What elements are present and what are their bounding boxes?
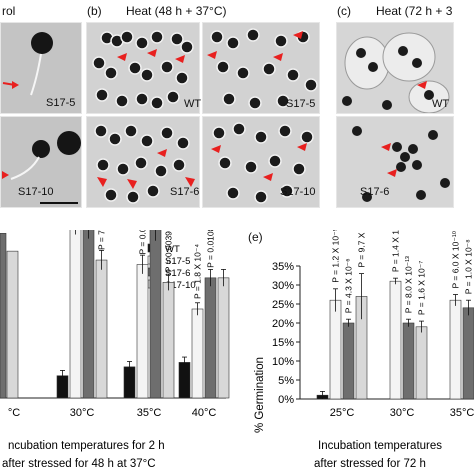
chart-e: % Germination Incubation temperatures af…	[254, 230, 474, 470]
bar-e-0-2	[342, 322, 355, 400]
legend-label-3: S17-10	[165, 280, 196, 291]
p-annotation-e-2-0: P = 6.0 X 10⁻¹⁰	[451, 230, 461, 288]
chart-d-xlabel-line2: after stressed for 48 h at 37°C	[2, 458, 156, 470]
micrograph-c-s17-6-label: S17-6	[360, 186, 390, 198]
bar-d-2-2	[149, 230, 162, 399]
panel-b-title: Heat (48 h + 37°C)	[126, 4, 227, 18]
micrograph-c-wt-label: WT	[432, 98, 450, 110]
tick-d-2: 35°C	[137, 407, 162, 419]
bar-e-0-1	[329, 299, 342, 400]
p-annotation-d-3-0: P = 1.8 X 10⁻⁴	[193, 244, 203, 299]
micrograph-a2-label: S17-10	[18, 186, 54, 198]
bar-d-1-3	[95, 259, 108, 399]
ytick-label-e-0: 0%	[278, 394, 294, 406]
ytick-label-e-1: 5%	[278, 375, 294, 387]
tick-e-0: 25°C	[330, 407, 355, 419]
bar-d-3-3	[217, 277, 230, 399]
chart-e-xlabel-line2: after stressed for 72 h	[314, 458, 426, 470]
micrograph-b-s17-10-label: S17-10	[280, 186, 316, 198]
p-annotation-e-1-0: P = 1.4 X 10⁻¹¹	[391, 230, 401, 272]
micrograph-b-wt	[86, 22, 200, 114]
bar-d-0-2	[0, 233, 7, 399]
chart-d-xlabel-line1: ncubation temperatures for 2 h	[8, 440, 165, 452]
ytick-label-e-6: 30%	[272, 280, 294, 292]
bar-d-2-1	[136, 264, 149, 399]
micrograph-a1	[0, 22, 82, 114]
bar-d-0-3	[6, 250, 19, 399]
ytick-label-e-4: 20%	[272, 318, 294, 330]
p-annotation-d-1-2: P = 7.3 X 10⁻⁴	[97, 230, 107, 250]
p-annotation-e-0-0: P = 1.2 X 10⁻⁵	[331, 230, 341, 283]
panel-c-label: (c)	[337, 4, 351, 18]
ytick-label-e-7: 35%	[272, 261, 294, 273]
micrograph-a1-label: S17-5	[46, 97, 76, 109]
micrograph-c-wt	[336, 22, 454, 114]
micrograph-b-s17-6-label: S17-6	[170, 186, 200, 198]
p-annotation-d-2-0: P = 0.0011	[138, 230, 148, 255]
micrograph-b-wt-label: WT	[184, 98, 202, 110]
panel-c-title: Heat (72 h + 3	[376, 4, 453, 18]
chart-e-ylabel: % Germination	[254, 357, 266, 433]
bar-e-1-2	[402, 322, 415, 400]
micrograph-c-s17-6	[336, 116, 454, 208]
ytick-label-e-2: 10%	[272, 356, 294, 368]
tick-e-2: 35°C	[450, 407, 474, 419]
bar-d-1-2	[82, 230, 95, 399]
bar-d-1-1	[69, 230, 82, 399]
legend-label-0: WT	[165, 244, 180, 255]
p-annotation-e-2-1: P = 1.0 X 10⁻⁸	[464, 239, 474, 294]
p-annotation-e-0-2: P = 9.7 X 10⁻⁴	[357, 230, 367, 268]
p-annotation-e-0-1: P = 4.3 X 10⁻⁶	[344, 258, 354, 313]
tick-d-1: 30°C	[70, 407, 95, 419]
panel-a-label: rol	[2, 4, 16, 18]
bar-e-2-1	[449, 299, 462, 400]
bar-e-1-1	[389, 280, 402, 400]
legend-label-1: S17-5	[165, 256, 190, 267]
micrograph-a2	[0, 116, 82, 208]
panel-b-label: (b)	[87, 4, 102, 18]
chart-d: ncubation temperatures for 2 h after str…	[0, 230, 230, 470]
legend-label-2: S17-6	[165, 268, 190, 279]
micrograph-b-s17-6	[86, 116, 200, 208]
tick-e-1: 30°C	[390, 407, 415, 419]
micrograph-b-s17-10	[202, 116, 320, 208]
scale-bar	[40, 202, 78, 204]
p-annotation-d-3-1: P = 0.0108	[206, 230, 216, 268]
p-annotation-e-1-2: P = 1.6 X 10⁻⁷	[417, 261, 427, 315]
bar-d-3-1	[191, 308, 204, 399]
micrograph-b-s17-5-label: S17-5	[286, 98, 316, 110]
bar-e-2-2	[462, 307, 474, 400]
bar-d-3-2	[204, 277, 217, 399]
panel-e-label: (e)	[248, 230, 263, 244]
bar-d-2-3	[162, 281, 175, 399]
p-annotation-d-2-2: P = 0.0039	[164, 231, 174, 272]
micrograph-b-s17-5	[202, 22, 320, 114]
p-annotation-e-1-1: P = 8.0 X 10⁻¹³	[404, 256, 414, 313]
tick-d-0: °C	[8, 407, 20, 419]
chart-e-xlabel-line1: Incubation temperatures	[318, 440, 442, 452]
tick-d-3: 40°C	[192, 407, 217, 419]
ytick-label-e-5: 25%	[272, 299, 294, 311]
ytick-label-e-3: 15%	[272, 337, 294, 349]
bar-e-1-3	[415, 326, 428, 400]
